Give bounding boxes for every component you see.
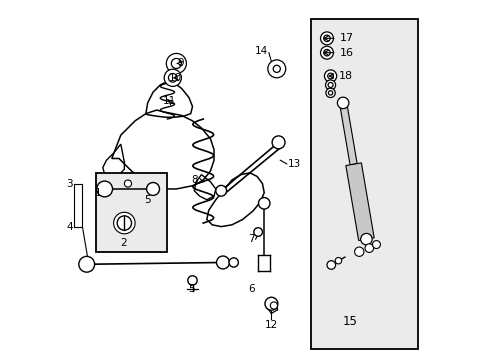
Text: 12: 12	[264, 320, 278, 330]
Circle shape	[270, 302, 277, 309]
Text: 8: 8	[191, 175, 203, 185]
Circle shape	[372, 240, 380, 248]
Circle shape	[335, 257, 341, 264]
Circle shape	[324, 70, 336, 82]
Circle shape	[97, 181, 112, 197]
Circle shape	[323, 49, 329, 56]
Circle shape	[215, 185, 226, 196]
Circle shape	[117, 216, 131, 230]
Circle shape	[364, 244, 373, 252]
Circle shape	[325, 88, 335, 98]
Text: 5: 5	[144, 195, 151, 205]
Circle shape	[79, 256, 94, 272]
Text: 17: 17	[323, 33, 353, 43]
Circle shape	[187, 276, 197, 285]
Circle shape	[271, 136, 285, 149]
Bar	[310, 19, 418, 348]
Text: 2: 2	[120, 238, 126, 248]
Text: 10: 10	[168, 73, 182, 83]
Circle shape	[146, 183, 159, 195]
Circle shape	[113, 212, 135, 234]
Circle shape	[216, 256, 229, 269]
Circle shape	[320, 46, 333, 59]
Text: 9: 9	[177, 58, 183, 68]
Text: 16: 16	[323, 48, 353, 58]
Circle shape	[267, 60, 285, 78]
Circle shape	[325, 80, 335, 90]
Circle shape	[141, 192, 150, 201]
Text: 3: 3	[66, 179, 73, 189]
Text: 11: 11	[163, 96, 176, 106]
Polygon shape	[345, 163, 373, 240]
Text: 15: 15	[342, 315, 357, 328]
Circle shape	[264, 297, 277, 310]
Circle shape	[337, 97, 348, 109]
Circle shape	[166, 53, 186, 73]
Text: 4: 4	[66, 222, 73, 231]
Circle shape	[164, 69, 181, 86]
Circle shape	[323, 35, 329, 41]
Bar	[96, 173, 167, 252]
Text: 13: 13	[287, 159, 301, 169]
Circle shape	[328, 91, 332, 95]
Circle shape	[168, 73, 177, 82]
Circle shape	[360, 233, 371, 245]
Polygon shape	[339, 102, 356, 165]
Circle shape	[253, 228, 262, 236]
Text: 1: 1	[95, 188, 102, 198]
Text: 5: 5	[188, 284, 194, 294]
Circle shape	[124, 180, 131, 187]
Circle shape	[354, 247, 363, 256]
Text: 7: 7	[247, 234, 254, 244]
Text: 6: 6	[247, 284, 254, 294]
Circle shape	[258, 198, 269, 209]
Circle shape	[327, 82, 332, 87]
Circle shape	[327, 73, 333, 79]
Circle shape	[171, 58, 181, 68]
Circle shape	[320, 32, 333, 45]
Circle shape	[228, 258, 238, 267]
Text: 14: 14	[254, 46, 267, 56]
Circle shape	[326, 261, 335, 269]
Text: 18: 18	[328, 71, 352, 81]
Circle shape	[273, 65, 280, 72]
